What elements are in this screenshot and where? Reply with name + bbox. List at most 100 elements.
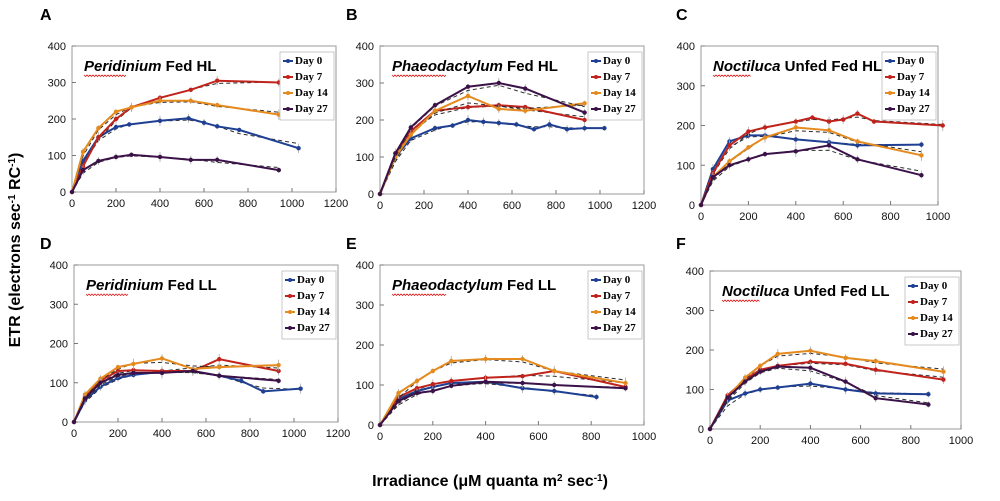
data-point bbox=[855, 139, 860, 144]
panel-title-rest: Fed LL bbox=[164, 277, 217, 294]
data-point bbox=[115, 368, 121, 374]
data-point bbox=[129, 152, 134, 157]
series-day-7 bbox=[377, 102, 587, 197]
series-day-7 bbox=[71, 354, 281, 425]
panel-title-italic: Peridinium bbox=[86, 277, 164, 294]
panel-title-rest: Fed HL bbox=[503, 58, 558, 75]
x-axis-label-sup2: -1 bbox=[594, 473, 603, 484]
panel-letter: B bbox=[346, 7, 358, 24]
y-tick-label: 0 bbox=[689, 200, 695, 212]
series-line bbox=[73, 357, 279, 423]
legend-marker bbox=[286, 59, 290, 63]
data-point bbox=[873, 358, 878, 364]
y-axis-label-end: ) bbox=[7, 153, 24, 158]
data-point bbox=[377, 191, 383, 197]
x-tick-label: 0 bbox=[71, 428, 77, 440]
x-tick-label: 0 bbox=[377, 200, 383, 212]
legend-label: Day 0 bbox=[603, 55, 631, 67]
legend-label: Day 0 bbox=[920, 280, 948, 292]
fit-curve bbox=[73, 371, 279, 423]
data-point bbox=[496, 106, 501, 112]
data-point bbox=[80, 149, 86, 155]
data-point bbox=[826, 119, 832, 124]
legend-label: Day 27 bbox=[297, 322, 330, 334]
y-axis-label-main: ETR (electrons sec bbox=[7, 203, 24, 347]
legend-marker bbox=[911, 300, 915, 304]
y-tick-label: 100 bbox=[356, 152, 374, 164]
data-point bbox=[96, 135, 101, 140]
legend-label: Day 14 bbox=[603, 306, 636, 318]
panel-title-italic: Phaeodactylum bbox=[392, 58, 503, 75]
data-point bbox=[873, 395, 878, 401]
x-tick-label: 1000 bbox=[588, 200, 612, 212]
legend-label: Day 27 bbox=[295, 103, 328, 115]
x-tick-label: 200 bbox=[415, 200, 433, 212]
data-point bbox=[926, 392, 931, 397]
data-point bbox=[465, 117, 471, 123]
data-point bbox=[188, 98, 193, 103]
series-day-27 bbox=[377, 376, 628, 428]
data-point bbox=[113, 116, 119, 122]
data-point bbox=[602, 125, 607, 131]
panel-title: Phaeodactylum Fed HL bbox=[392, 58, 558, 75]
data-point bbox=[808, 381, 813, 386]
legend-label: Day 27 bbox=[920, 328, 953, 340]
data-point bbox=[131, 361, 136, 367]
data-point bbox=[80, 158, 86, 164]
panel-letter: A bbox=[40, 7, 52, 24]
data-point bbox=[483, 379, 488, 384]
series-day-14 bbox=[69, 96, 281, 195]
legend: Day 0 Day 7 Day 14 Day 27 bbox=[279, 51, 335, 121]
data-point bbox=[201, 120, 207, 125]
fit-curve bbox=[379, 84, 585, 195]
data-point bbox=[190, 368, 195, 374]
data-point bbox=[131, 370, 136, 376]
series-line bbox=[700, 144, 922, 206]
series-line bbox=[379, 118, 605, 195]
data-point bbox=[520, 374, 525, 379]
data-point bbox=[810, 115, 815, 120]
data-point bbox=[841, 117, 846, 122]
legend-label: Day 0 bbox=[297, 274, 325, 286]
data-point bbox=[552, 382, 557, 388]
series-line bbox=[709, 365, 929, 430]
legend-label: Day 14 bbox=[920, 312, 953, 324]
legend-label: Day 0 bbox=[295, 55, 323, 67]
data-point bbox=[276, 167, 281, 173]
data-point bbox=[296, 146, 301, 151]
data-point bbox=[396, 390, 401, 396]
fit-curve bbox=[71, 155, 279, 193]
x-tick-label: 400 bbox=[787, 211, 805, 223]
data-point bbox=[873, 367, 878, 372]
legend-marker bbox=[594, 75, 598, 79]
data-point bbox=[793, 119, 798, 124]
data-point bbox=[69, 189, 75, 195]
legend-marker bbox=[888, 59, 892, 63]
fit-curve bbox=[700, 135, 922, 206]
spellcheck-underline bbox=[391, 293, 447, 297]
legend-marker bbox=[594, 107, 598, 111]
data-point bbox=[82, 396, 88, 401]
legend-label: Day 0 bbox=[897, 55, 925, 67]
x-tick-label: 0 bbox=[377, 431, 383, 443]
legend: Day 0 Day 7 Day 14 Day 27 bbox=[904, 276, 960, 346]
series-day-27 bbox=[707, 362, 931, 432]
data-point bbox=[698, 202, 704, 208]
legend-label: Day 14 bbox=[897, 87, 930, 99]
x-tick-label: 1200 bbox=[324, 198, 348, 210]
legend-label: Day 14 bbox=[297, 306, 330, 318]
x-tick-label: 600 bbox=[851, 435, 869, 447]
data-point bbox=[940, 123, 945, 128]
x-tick-label: 800 bbox=[241, 428, 259, 440]
data-point bbox=[465, 104, 471, 110]
panel-b: B 0 200 400 600 800 1000 1200 0 100 200 300 400 Phaeo… bbox=[346, 7, 656, 212]
series-day-27 bbox=[377, 77, 587, 197]
spellcheck-underline bbox=[391, 74, 447, 78]
data-point bbox=[432, 103, 438, 108]
data-point bbox=[159, 370, 165, 376]
data-point bbox=[520, 356, 525, 362]
data-point bbox=[843, 379, 848, 384]
x-tick-label: 600 bbox=[195, 198, 213, 210]
legend-label: Day 7 bbox=[603, 290, 631, 302]
data-point bbox=[725, 395, 730, 400]
